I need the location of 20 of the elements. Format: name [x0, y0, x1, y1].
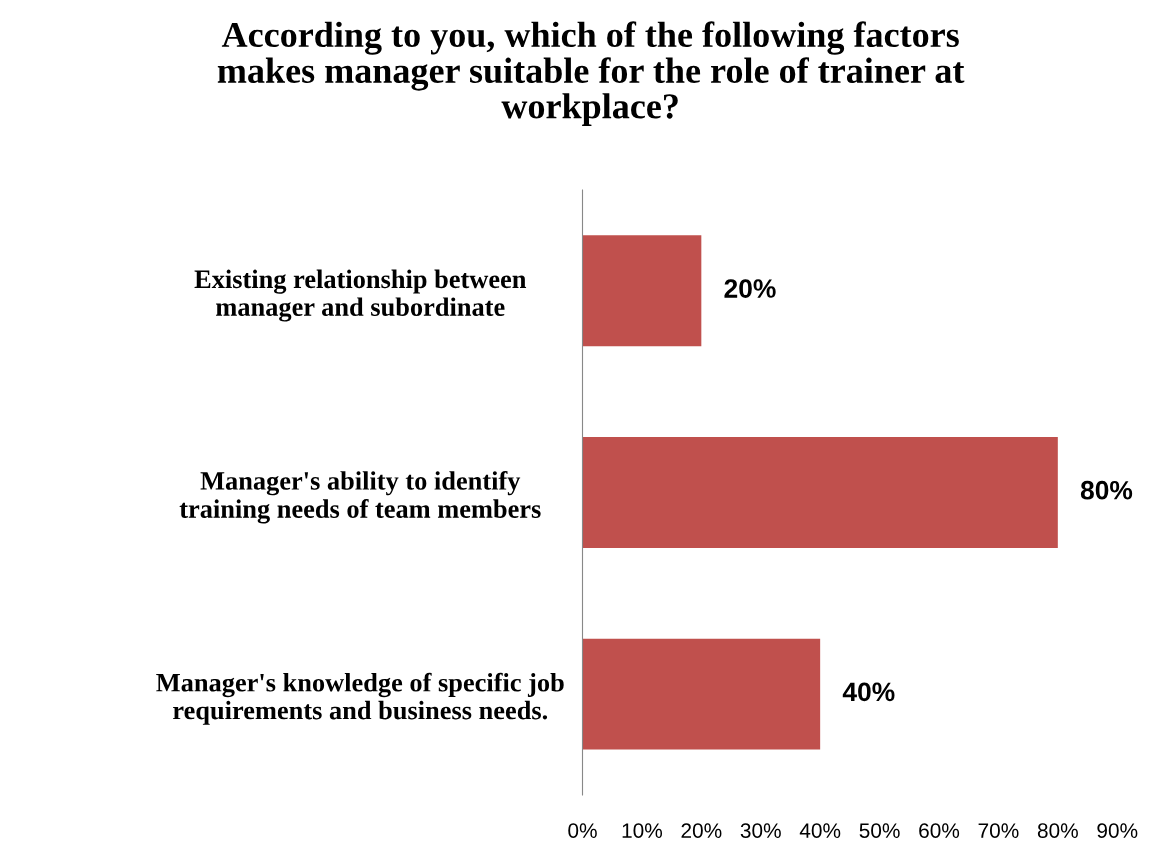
- x-tick-label: 80%: [1037, 823, 1078, 838]
- x-tick-label: 20%: [681, 823, 722, 838]
- x-tick-label: 90%: [1097, 823, 1138, 838]
- x-tick-label: 50%: [859, 823, 900, 838]
- data-label: 20%: [724, 279, 776, 298]
- x-tick-label: 0%: [568, 823, 597, 838]
- data-label: 40%: [842, 682, 895, 702]
- x-tick-label: 60%: [919, 823, 960, 838]
- y-tick-label: Manager's knowledge of specific job requirements and business needs.: [156, 672, 564, 725]
- bar: [582, 235, 702, 347]
- y-tick-label: Manager's ability to identify training needs of team members: [179, 470, 541, 524]
- x-tick-label: 70%: [978, 823, 1019, 838]
- chart-title: According to you, which of the following factors makes manager suitable for the role of trainer at workplace?: [217, 21, 965, 126]
- x-tick-label: 10%: [622, 823, 663, 838]
- y-tick-label: Existing relationship between manager and subordinate: [194, 269, 527, 322]
- bar: [582, 437, 1058, 548]
- x-tick-label: 30%: [740, 823, 781, 838]
- x-tick-label: 40%: [799, 823, 841, 838]
- bar: [582, 638, 821, 750]
- data-label: 80%: [1080, 480, 1133, 500]
